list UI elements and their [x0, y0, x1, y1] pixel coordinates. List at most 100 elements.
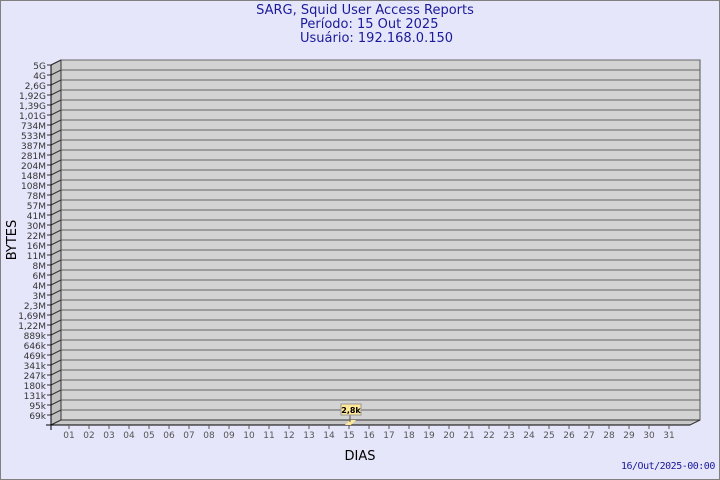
x-tick-label: 22 [483, 431, 494, 441]
grid-line-side [50, 389, 62, 396]
x-axis-label: DIAS [345, 449, 376, 464]
x-tick-label: 13 [303, 431, 314, 441]
grid-line-side [50, 359, 62, 366]
chart-subtitle-user: Usuário: 192.168.0.150 [300, 31, 454, 46]
y-tick-label: 57M [27, 202, 46, 212]
y-tick-label: 78M [27, 192, 46, 202]
grid-line-side [50, 319, 62, 326]
y-tick-label: 533M [21, 132, 46, 142]
y-tick-label: 387M [21, 142, 46, 152]
x-tick-label: 04 [123, 431, 135, 441]
floor [50, 419, 701, 426]
x-tick-label: 18 [403, 431, 415, 441]
y-tick-label: 180k [24, 382, 47, 392]
y-tick-label: 8M [33, 262, 47, 272]
y-tick-label: 131k [24, 392, 47, 402]
y-tick-label: 148M [21, 172, 46, 182]
grid-line-side [50, 89, 62, 96]
x-tick-label: 21 [463, 431, 474, 441]
y-tick-label: 734M [21, 122, 46, 132]
y-tick-label: 30M [27, 222, 46, 232]
grid-line-side [50, 289, 62, 296]
grid-line-side [50, 109, 62, 116]
grid-line-side [50, 299, 62, 306]
chart-subtitle-period: Período: 15 Out 2025 [300, 17, 439, 32]
grid-line-side [50, 399, 62, 406]
x-tick-label: 17 [383, 431, 394, 441]
y-tick-label: 4G [33, 72, 46, 82]
grid-line-side [50, 179, 62, 186]
y-tick-label: 5G [33, 62, 46, 72]
x-tick-label: 16 [363, 431, 375, 441]
y-tick-label: 6M [33, 272, 47, 282]
grid-line-side [50, 59, 62, 66]
x-tick-label: 15 [343, 431, 354, 441]
grid-line-side [50, 129, 62, 136]
x-tick-label: 20 [443, 431, 455, 441]
y-tick-label: 204M [21, 162, 46, 172]
grid-line-side [50, 139, 62, 146]
grid-line-side [50, 349, 62, 356]
x-tick-label: 03 [103, 431, 114, 441]
x-tick-label: 25 [543, 431, 554, 441]
y-tick-label: 1,01G [19, 112, 46, 122]
x-tick-label: 23 [503, 431, 514, 441]
grid-line-side [50, 169, 62, 176]
x-tick-label: 30 [643, 431, 655, 441]
grid-line-side [50, 209, 62, 216]
grid-line-side [50, 309, 62, 316]
grid-line-side [50, 199, 62, 206]
y-tick-label: 11M [27, 252, 46, 262]
x-tick-label: 19 [423, 431, 435, 441]
grid-line-side [50, 329, 62, 336]
y-tick-label: 1,69M [18, 312, 46, 322]
y-tick-label: 69k [29, 412, 46, 422]
y-tick-label: 889k [24, 332, 47, 342]
grid-line-side [50, 219, 62, 226]
data-label-box [340, 403, 362, 416]
grid-line-side [50, 369, 62, 376]
grid-line-side [50, 149, 62, 156]
grid-line-side [50, 279, 62, 286]
x-tick-label: 07 [183, 431, 194, 441]
x-tick-label: 08 [203, 431, 215, 441]
y-axis-label: BYTES [5, 220, 20, 261]
data-label: 2,8k [341, 406, 361, 415]
y-tick-label: 1,22M [18, 322, 46, 332]
y-tick-label: 1,39G [19, 102, 46, 112]
x-tick-label: 01 [63, 431, 74, 441]
x-tick-label: 10 [243, 431, 255, 441]
bar [345, 420, 356, 425]
y-tick-label: 247k [24, 372, 47, 382]
y-tick-label: 3M [33, 292, 47, 302]
x-tick-label: 14 [323, 431, 335, 441]
y-tick-label: 41M [27, 212, 46, 222]
x-tick-label: 28 [603, 431, 615, 441]
grid-line-side [50, 339, 62, 346]
y-tick-label: 341k [24, 362, 47, 372]
y-tick-label: 1,92G [19, 92, 46, 102]
y-tick-label: 2,6G [25, 82, 46, 92]
x-tick-label: 12 [283, 431, 294, 441]
y-tick-label: 22M [27, 232, 46, 242]
chart-title: SARG, Squid User Access Reports [256, 3, 474, 18]
y-tick-label: 95k [29, 402, 46, 412]
grid-line-side [50, 189, 62, 196]
x-tick-label: 09 [223, 431, 235, 441]
grid-line-side [50, 159, 62, 166]
grid-line-side [50, 99, 62, 106]
grid-line-side [50, 259, 62, 266]
grid-line-side [50, 409, 62, 416]
x-tick-label: 24 [523, 431, 535, 441]
x-tick-label: 05 [143, 431, 154, 441]
y-tick-label: 108M [21, 182, 46, 192]
x-tick-label: 11 [263, 431, 274, 441]
x-tick-label: 29 [623, 431, 635, 441]
y-tick-label: 469k [24, 352, 47, 362]
y-tick-label: 2,3M [24, 302, 46, 312]
grid-line-side [50, 119, 62, 126]
footer-timestamp: 16/Out/2025-00:00 [621, 461, 715, 472]
grid-line-side [50, 69, 62, 76]
y-tick-label: 646k [24, 342, 47, 352]
